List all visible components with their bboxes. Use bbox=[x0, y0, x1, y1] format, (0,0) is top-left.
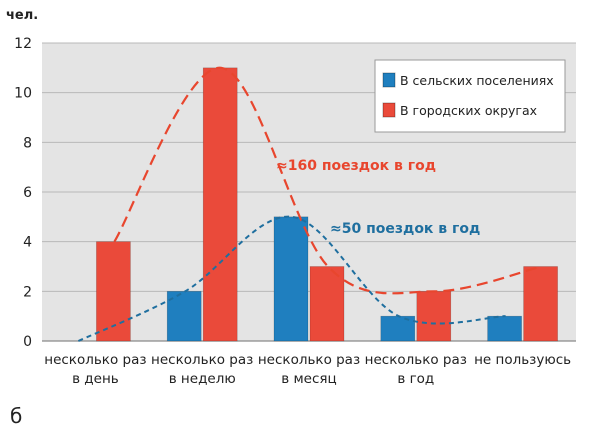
legend-label-urban: В городских округах bbox=[400, 103, 537, 118]
bar-urban bbox=[202, 67, 238, 342]
urban-trend-annotation: ≈160 поездок в год bbox=[276, 158, 436, 174]
bar-urban bbox=[309, 266, 345, 342]
x-tick-label: несколько раз bbox=[44, 352, 146, 368]
bar-urban bbox=[523, 266, 558, 342]
y-tick-label: 12 bbox=[14, 36, 32, 52]
y-tick-label: 10 bbox=[14, 86, 32, 102]
y-tick-label: 2 bbox=[23, 284, 32, 300]
rural-trend-line bbox=[77, 215, 506, 342]
x-tick-label: несколько раз bbox=[365, 352, 467, 368]
x-tick-label: в год bbox=[397, 371, 434, 387]
bar-urban bbox=[416, 291, 452, 342]
x-tick-label: в неделю bbox=[169, 371, 236, 387]
bar-rural bbox=[166, 291, 202, 342]
bar-rural bbox=[487, 315, 522, 342]
x-axis-tick-labels: несколько раз в день несколько раз в неделю… bbox=[44, 352, 571, 387]
bars bbox=[96, 67, 558, 342]
legend-label-rural: В сельских поселениях bbox=[400, 73, 554, 88]
y-tick-label: 0 bbox=[23, 334, 32, 350]
bar-rural bbox=[273, 216, 309, 342]
legend-swatch-urban bbox=[382, 102, 396, 118]
x-tick-label: не пользуюсь bbox=[474, 352, 571, 368]
legend-box bbox=[374, 59, 566, 133]
y-axis-unit-label: чел. bbox=[6, 8, 39, 23]
y-tick-label: 4 bbox=[23, 235, 32, 251]
y-axis-ticks: 0 2 4 6 8 10 12 bbox=[14, 36, 32, 350]
rural-trend-annotation: ≈50 поездок в год bbox=[330, 221, 480, 237]
x-tick-label: в месяц bbox=[281, 371, 336, 387]
legend: В сельских поселениях В городских округа… bbox=[374, 59, 566, 133]
x-tick-label: несколько раз bbox=[151, 352, 253, 368]
y-tick-label: 6 bbox=[23, 185, 32, 201]
gridlines bbox=[42, 42, 576, 342]
x-tick-label: несколько раз bbox=[258, 352, 360, 368]
x-tick-label: в день bbox=[72, 371, 119, 387]
bar-rural bbox=[380, 315, 416, 342]
y-tick-label: 8 bbox=[23, 135, 32, 151]
bar-urban bbox=[96, 241, 131, 342]
urban-trend-line bbox=[113, 66, 542, 295]
legend-swatch-rural bbox=[382, 72, 396, 88]
figure-caption: б bbox=[10, 404, 23, 428]
